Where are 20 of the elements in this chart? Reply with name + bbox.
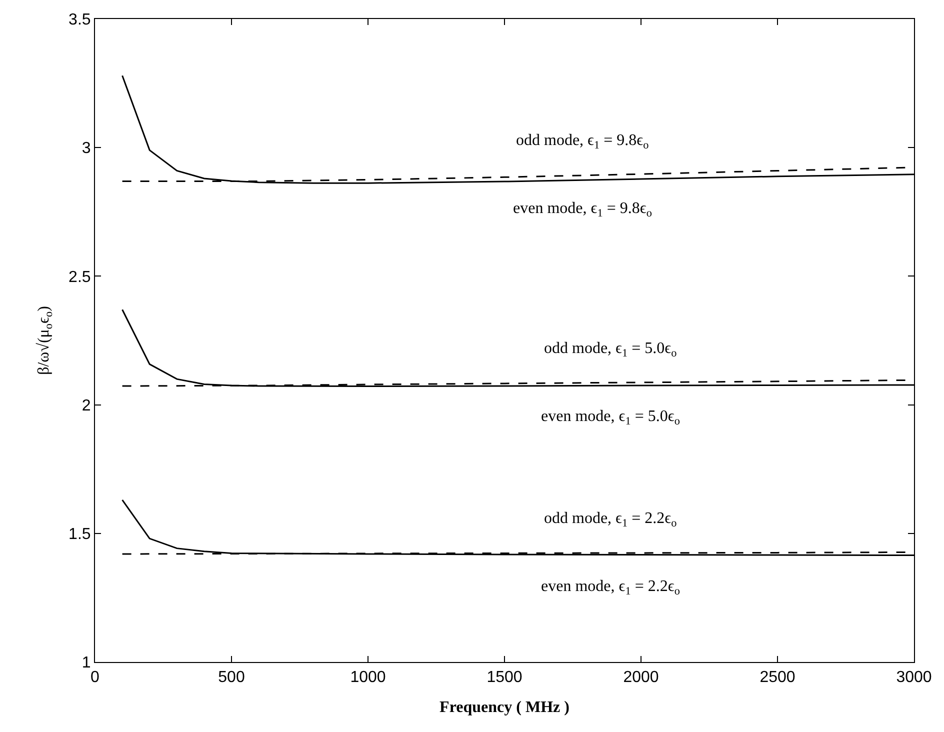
y-tick-label: 1 [82, 654, 91, 672]
x-tick-label: 0 [90, 669, 100, 686]
x-tick-label: 1500 [486, 669, 522, 686]
annotation: odd mode, ϵ$_{1}$ = 5.0ϵ$_{o}$ [544, 340, 678, 360]
x-tick-label: 500 [218, 669, 245, 686]
y-tick-label: 3 [82, 140, 91, 158]
x-tick-label: 2500 [760, 669, 796, 686]
x-tick-label: 1000 [350, 669, 386, 686]
annotation: even mode, ϵ$_{1}$ = 5.0ϵ$_{o}$ [541, 408, 680, 428]
y-tick-label: 2 [82, 397, 91, 414]
x-axis-title: Frequency ( MHz ) [440, 698, 570, 716]
x-tick-label: 2000 [623, 669, 659, 686]
y-tick-label: 1.5 [68, 526, 91, 543]
y-tick-label: 3.5 [68, 12, 91, 29]
annotation: even mode, ϵ$_{1}$ = 9.8ϵ$_{o}$ [513, 200, 652, 220]
annotation: odd mode, ϵ$_{1}$ = 2.2ϵ$_{o}$ [544, 510, 678, 530]
annotation: odd mode, ϵ$_{1}$ = 9.8ϵ$_{o}$ [516, 132, 650, 152]
x-tick-label: 3000 [896, 669, 932, 686]
y-tick-label: 2.5 [68, 268, 91, 286]
annotation: even mode, ϵ$_{1}$ = 2.2ϵ$_{o}$ [541, 578, 680, 598]
